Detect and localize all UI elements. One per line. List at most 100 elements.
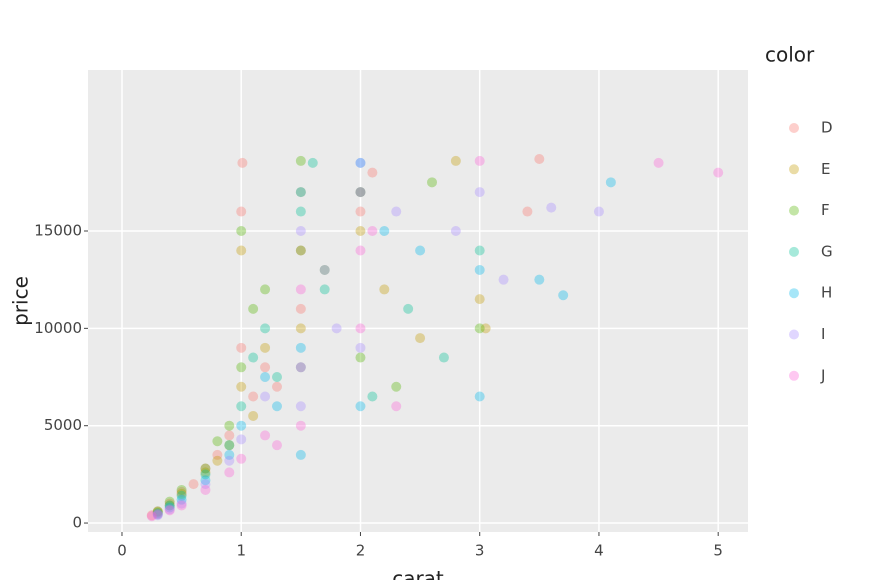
- point: [415, 245, 426, 256]
- point: [176, 488, 187, 499]
- point: [355, 401, 366, 412]
- legend-marker: [789, 205, 799, 216]
- point: [224, 449, 235, 460]
- point: [474, 294, 485, 305]
- point: [164, 505, 175, 516]
- legend-label: J: [820, 366, 825, 384]
- point: [260, 323, 271, 334]
- point: [319, 284, 330, 295]
- point: [237, 157, 248, 168]
- point: [355, 187, 366, 198]
- point: [248, 391, 259, 402]
- y-axis-title: price: [9, 276, 33, 326]
- x-tick-label: 0: [117, 542, 127, 560]
- plot-background: [88, 70, 748, 532]
- point: [319, 264, 330, 275]
- point: [295, 323, 306, 334]
- point: [355, 206, 366, 217]
- x-axis-title: carat: [392, 567, 444, 581]
- point: [200, 467, 211, 478]
- point: [200, 475, 211, 486]
- point: [200, 484, 211, 495]
- point: [534, 153, 545, 164]
- legend-label: H: [821, 284, 832, 302]
- legend-label: E: [821, 160, 830, 178]
- point: [474, 323, 485, 334]
- point: [474, 245, 485, 256]
- point: [248, 410, 259, 421]
- point: [415, 333, 426, 344]
- point: [176, 490, 187, 501]
- point: [295, 449, 306, 460]
- point: [295, 155, 306, 166]
- point: [474, 264, 485, 275]
- point: [200, 469, 211, 480]
- point: [212, 449, 223, 460]
- point: [558, 290, 569, 301]
- point: [307, 157, 318, 168]
- legend-marker: [789, 329, 799, 340]
- point: [188, 479, 199, 490]
- point: [355, 157, 366, 168]
- point: [295, 401, 306, 412]
- point: [224, 430, 235, 441]
- point: [212, 455, 223, 466]
- point: [498, 274, 509, 285]
- legend-label: G: [821, 242, 833, 260]
- legend-title: color: [765, 43, 815, 67]
- point: [248, 352, 259, 363]
- point: [367, 167, 378, 178]
- point: [295, 284, 306, 295]
- point: [236, 362, 247, 373]
- point: [200, 463, 211, 474]
- point: [236, 453, 247, 464]
- point: [164, 496, 175, 507]
- y-tick-label: 15000: [34, 222, 82, 240]
- point: [367, 226, 378, 237]
- point: [546, 202, 557, 213]
- legend-label: F: [821, 201, 830, 219]
- y-tick-label: 5000: [44, 416, 82, 434]
- point: [522, 206, 533, 217]
- point: [593, 206, 604, 217]
- point: [260, 342, 271, 353]
- point: [164, 500, 175, 511]
- x-tick-label: 4: [594, 542, 604, 560]
- point: [152, 506, 163, 517]
- point: [236, 342, 247, 353]
- point: [176, 486, 187, 497]
- x-tick-label: 3: [475, 542, 485, 560]
- point: [176, 484, 187, 495]
- point: [176, 498, 187, 509]
- point: [260, 362, 271, 373]
- legend-marker: [789, 246, 799, 257]
- point: [355, 342, 366, 353]
- x-tick-label: 1: [236, 542, 246, 560]
- point: [391, 206, 402, 217]
- point: [236, 226, 247, 237]
- legend-marker: [789, 164, 799, 175]
- point: [295, 420, 306, 431]
- point: [236, 420, 247, 431]
- point: [152, 508, 163, 519]
- point: [295, 187, 306, 198]
- point: [295, 362, 306, 373]
- point: [271, 440, 282, 451]
- point: [260, 430, 271, 441]
- point: [236, 245, 247, 256]
- point: [379, 226, 390, 237]
- point: [164, 498, 175, 509]
- legend-label: D: [821, 119, 833, 137]
- point: [224, 455, 235, 466]
- point: [319, 264, 330, 275]
- point: [271, 401, 282, 412]
- point: [391, 401, 402, 412]
- point: [212, 436, 223, 447]
- x-tick-label: 2: [356, 542, 366, 560]
- point: [164, 500, 175, 511]
- point: [474, 391, 485, 402]
- legend-marker: [789, 288, 799, 299]
- point: [152, 510, 163, 521]
- point: [295, 245, 306, 256]
- point: [236, 434, 247, 445]
